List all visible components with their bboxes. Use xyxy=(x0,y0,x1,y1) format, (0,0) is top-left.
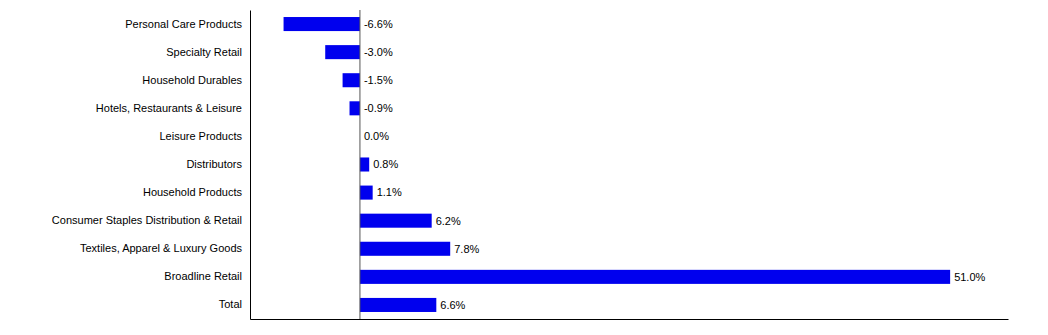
y-tick: Hotels, Restaurants & Leisure xyxy=(96,102,250,114)
bar xyxy=(360,242,450,256)
data-label: 6.2% xyxy=(436,215,461,227)
y-tick-label: Leisure Products xyxy=(159,130,242,142)
y-tick: Textiles, Apparel & Luxury Goods xyxy=(80,242,250,254)
x-axis xyxy=(251,319,1009,320)
x-axis-line xyxy=(251,319,1009,320)
y-tick: Total xyxy=(219,298,250,310)
bars xyxy=(284,17,951,312)
y-axis: Personal Care Products Specialty Retail Ho… xyxy=(52,11,251,320)
y-tick-label: Textiles, Apparel & Luxury Goods xyxy=(80,242,243,254)
y-tick-label: Broadline Retail xyxy=(164,270,242,282)
data-label: 0.0% xyxy=(364,130,389,142)
bar xyxy=(360,270,950,284)
y-tick: Consumer Staples Distribution & Retail xyxy=(52,214,250,226)
y-tick-label: Household Durables xyxy=(142,74,242,86)
y-tick: Distributors xyxy=(186,158,250,170)
y-tick: Broadline Retail xyxy=(164,270,250,282)
y-tick: Household Products xyxy=(143,186,250,198)
y-tick: Household Durables xyxy=(142,74,250,86)
y-tick-label: Household Products xyxy=(143,186,243,198)
bar xyxy=(284,17,360,31)
data-label: -1.5% xyxy=(364,74,393,86)
bar xyxy=(325,45,360,59)
bar xyxy=(360,298,436,312)
data-label: -6.6% xyxy=(364,18,393,30)
y-tick: Personal Care Products xyxy=(125,18,250,30)
data-labels: -6.6% -3.0% -1.5% -0.9% 0.0% 0.8% 1.1% 6.2% 7.8%… xyxy=(364,18,986,311)
y-tick: Specialty Retail xyxy=(166,46,250,58)
y-tick-label: Specialty Retail xyxy=(166,46,242,58)
y-tick-label: Hotels, Restaurants & Leisure xyxy=(96,102,242,114)
data-label: 0.8% xyxy=(373,158,398,170)
bar xyxy=(350,101,360,115)
bar xyxy=(360,214,432,228)
data-label: -0.9% xyxy=(364,102,393,114)
y-tick: Leisure Products xyxy=(159,130,250,142)
y-axis-line xyxy=(250,11,251,320)
chart: Personal Care Products Specialty Retail Ho… xyxy=(0,0,1048,335)
y-tick-label: Distributors xyxy=(186,158,242,170)
data-label: 1.1% xyxy=(377,186,402,198)
bar xyxy=(360,157,369,171)
plot: Personal Care Products Specialty Retail Ho… xyxy=(52,10,1009,320)
y-tick-label: Consumer Staples Distribution & Retail xyxy=(52,214,242,226)
y-tick-label: Personal Care Products xyxy=(125,18,242,30)
data-label: 6.6% xyxy=(440,299,465,311)
bar xyxy=(360,186,373,200)
zero-line xyxy=(359,10,360,319)
data-label: 51.0% xyxy=(954,271,985,283)
data-label: 7.8% xyxy=(454,243,479,255)
bar xyxy=(343,73,360,87)
data-label: -3.0% xyxy=(364,46,393,58)
y-tick-label: Total xyxy=(219,298,242,310)
